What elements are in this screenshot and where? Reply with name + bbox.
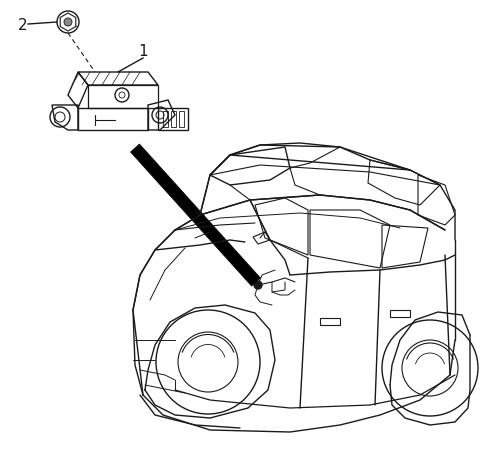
Circle shape [64,18,72,26]
Circle shape [254,281,262,289]
Text: 1: 1 [138,44,148,59]
Text: 2: 2 [18,17,28,32]
Polygon shape [131,144,261,286]
